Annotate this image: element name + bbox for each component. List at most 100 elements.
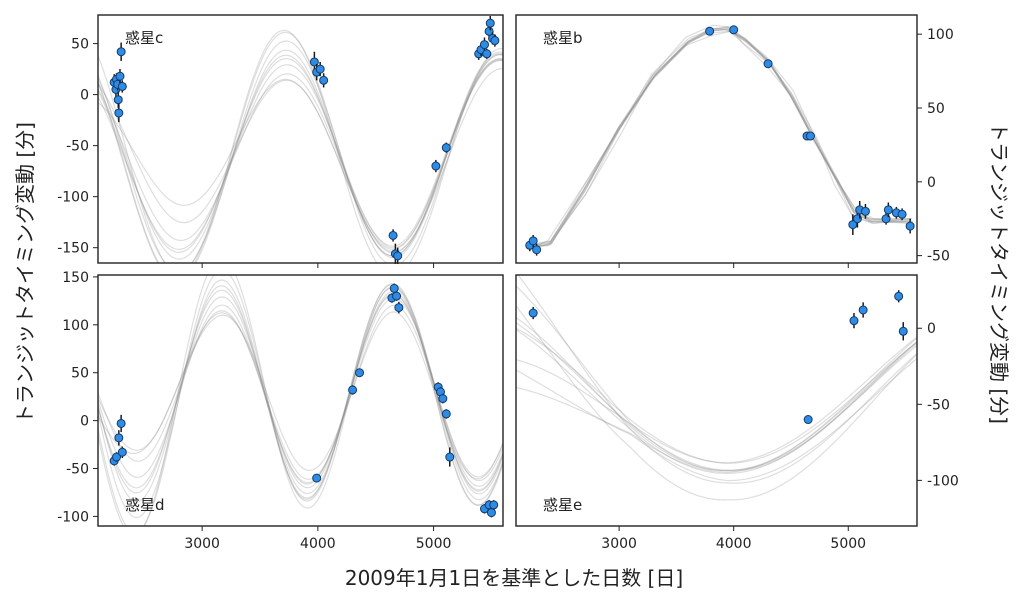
y-tick-label: 50 xyxy=(71,37,89,53)
model-line xyxy=(98,275,503,526)
data-point xyxy=(905,221,915,231)
y-tick-label: 0 xyxy=(927,321,936,337)
model-line xyxy=(98,31,503,263)
model-line xyxy=(528,30,912,251)
y-tick-label: -50 xyxy=(66,462,89,478)
x-tick-label: 3000 xyxy=(601,536,637,552)
model-line xyxy=(98,58,503,247)
data-point xyxy=(883,205,893,215)
data-point xyxy=(116,418,126,428)
model-line xyxy=(516,317,917,472)
right-y-axis-title: トランジットタイミング変動 [分] xyxy=(987,122,1011,424)
model-line xyxy=(98,59,503,250)
data-point xyxy=(485,18,495,28)
y-tick-label: 150 xyxy=(62,270,89,286)
data-point xyxy=(309,57,319,67)
x-axis-title: 2009年1月1日を基準とした日数 [日] xyxy=(345,566,683,590)
data-point xyxy=(116,47,126,57)
y-tick-label: 0 xyxy=(80,414,89,430)
data-point xyxy=(394,303,404,313)
data-point xyxy=(849,316,859,326)
data-point xyxy=(490,36,500,46)
data-point xyxy=(532,245,542,255)
data-point xyxy=(388,230,398,240)
plot-frame xyxy=(515,14,918,264)
y-tick-label: -50 xyxy=(66,139,89,155)
data-points xyxy=(109,16,500,265)
x-tick-label: 4000 xyxy=(300,536,336,552)
y-tick-label: 50 xyxy=(927,101,945,117)
left-y-axis-title: トランジットタイミング変動 [分] xyxy=(13,122,37,424)
model-line xyxy=(98,275,503,526)
data-point xyxy=(114,108,124,118)
data-point xyxy=(115,71,125,81)
chart-panel-top-right: -50 0 50 100 惑星b xyxy=(515,14,954,268)
y-tick-label: -100 xyxy=(927,473,959,489)
model-lines xyxy=(98,29,503,263)
model-line xyxy=(527,24,911,247)
model-line xyxy=(516,305,917,501)
model-line xyxy=(516,329,917,475)
data-point xyxy=(729,25,739,35)
model-line xyxy=(98,49,503,263)
planet-label: 惑星d xyxy=(125,496,165,514)
data-point xyxy=(117,447,127,457)
model-line xyxy=(516,358,917,482)
data-point xyxy=(393,251,403,261)
model-line xyxy=(98,40,503,263)
model-line xyxy=(516,336,917,464)
model-line xyxy=(525,27,910,249)
data-point xyxy=(803,415,813,425)
x-tick-label: 5000 xyxy=(416,536,452,552)
y-tick-label: -50 xyxy=(927,249,950,265)
data-point xyxy=(705,26,715,36)
model-line xyxy=(98,29,503,263)
data-point xyxy=(441,409,451,419)
data-point xyxy=(117,81,127,91)
model-line xyxy=(98,68,503,253)
data-point xyxy=(431,161,441,171)
y-tick-label: 50 xyxy=(71,366,89,382)
y-tick-label: 0 xyxy=(927,175,936,191)
data-point xyxy=(805,131,815,141)
data-point xyxy=(312,473,322,483)
data-point xyxy=(482,49,492,59)
data-point xyxy=(528,236,538,246)
model-lines xyxy=(525,24,914,251)
x-tick-label: 3000 xyxy=(184,536,220,552)
data-point xyxy=(486,508,496,518)
data-point xyxy=(112,452,122,462)
data-point xyxy=(528,308,538,318)
model-line xyxy=(98,59,503,251)
data-point xyxy=(392,291,402,301)
y-tick-label: -150 xyxy=(57,241,89,257)
data-point xyxy=(763,59,773,69)
model-line xyxy=(527,28,912,248)
data-point xyxy=(445,452,455,462)
data-point xyxy=(898,326,908,336)
data-point xyxy=(319,75,329,85)
data-point xyxy=(897,209,907,219)
model-line xyxy=(516,341,917,473)
chart-panel-bottom-left: 3000 4000 5000 -100 -50 0 50 100 150 惑星d xyxy=(57,270,504,552)
y-tick-label: -100 xyxy=(57,190,89,206)
data-point xyxy=(858,305,868,315)
plot-frame xyxy=(97,14,504,264)
model-line xyxy=(516,327,917,464)
y-tick-label: 0 xyxy=(80,88,89,104)
data-point xyxy=(441,143,451,153)
y-tick-label: -100 xyxy=(57,509,89,525)
planet-label: 惑星b xyxy=(543,29,583,47)
data-points xyxy=(528,290,908,425)
plot-frame xyxy=(97,274,504,527)
data-point xyxy=(389,283,399,293)
chart-panel-bottom-right: 3000 4000 5000 -100 -50 0 惑星e xyxy=(515,274,959,552)
x-tick-label: 5000 xyxy=(830,536,866,552)
plot-frame xyxy=(515,274,918,527)
data-point xyxy=(355,368,365,378)
model-line xyxy=(529,30,914,251)
data-point xyxy=(348,385,358,395)
model-line xyxy=(516,322,917,471)
